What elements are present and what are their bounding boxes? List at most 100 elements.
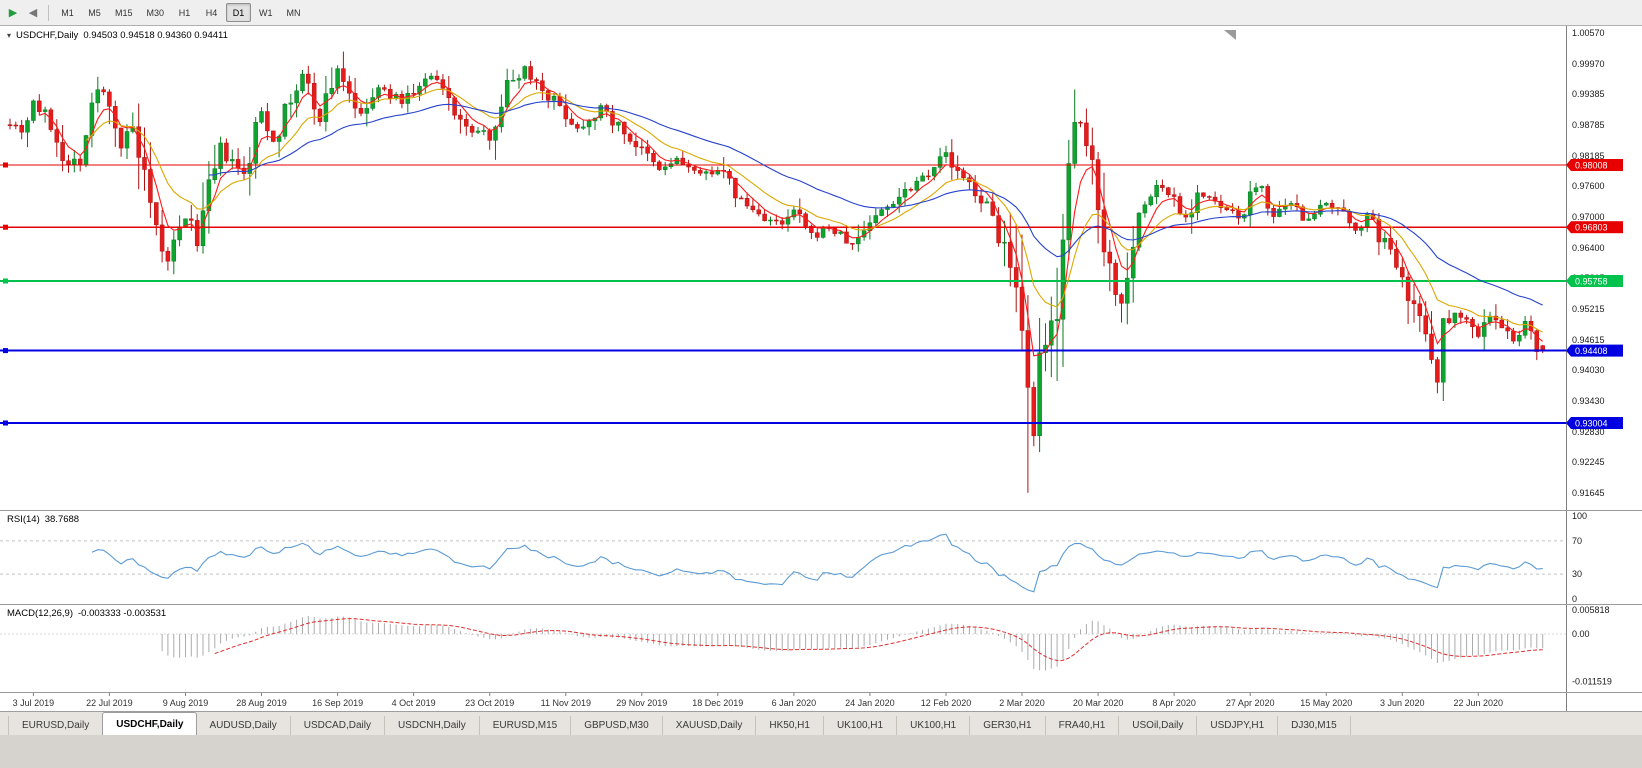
candle-body <box>873 215 879 224</box>
timeframes-toolbar: ▶ ◀ M1 M5 M15 M30 H1 H4 D1 W1 MN <box>0 0 1642 26</box>
chart-tab-hk50-h1[interactable]: HK50,H1 <box>756 716 824 735</box>
chart-tab-xauusd-daily[interactable]: XAUUSD,Daily <box>663 716 757 735</box>
price-chart-canvas[interactable]: 1.00570 0.99970 0.99385 0.98785 0.98185 0.976… <box>0 26 1642 510</box>
candle-body <box>756 209 762 215</box>
svg-text:0.93004: 0.93004 <box>1575 419 1608 429</box>
chart-shift-icon[interactable]: ◀ <box>28 7 38 19</box>
macd-canvas[interactable]: 0.005818 0.00 -0.011519 <box>0 605 1642 692</box>
candle-body <box>224 142 229 162</box>
chart-tab-ger30-h1[interactable]: GER30,H1 <box>970 716 1046 735</box>
date-axis-label: 2 Mar 2020 <box>999 698 1045 708</box>
candle-body <box>1534 330 1540 352</box>
date-axis-panel: 3 Jul 2019 22 Jul 2019 9 Aug 2019 28 Aug 20… <box>0 692 1642 711</box>
horizontal-level-line[interactable] <box>0 278 1566 284</box>
candle-body <box>879 209 884 216</box>
date-axis-label: 9 Aug 2019 <box>163 698 209 708</box>
chart-tab-eurusd-m15[interactable]: EURUSD,M15 <box>480 716 572 735</box>
chart-tab-usdjpy-h1[interactable]: USDJPY,H1 <box>1197 716 1279 735</box>
chart-tab-audusd-daily[interactable]: AUDUSD,Daily <box>196 716 291 735</box>
candle-body <box>1119 294 1124 304</box>
rsi-canvas[interactable]: 100 70 30 0 <box>0 511 1642 604</box>
candle-body <box>1218 200 1224 208</box>
candle-body <box>171 239 177 262</box>
candle-body <box>1388 238 1393 250</box>
candle-body <box>323 93 329 122</box>
candle-body <box>1364 214 1370 228</box>
price-axis-tick: 0.92245 <box>1572 457 1605 467</box>
candle-body <box>815 232 820 238</box>
candle-body <box>1324 203 1329 206</box>
timeframe-button-m1[interactable]: M1 <box>61 7 74 18</box>
timeframe-button-mn[interactable]: MN <box>286 7 301 18</box>
date-axis-label: 12 Feb 2020 <box>921 698 972 708</box>
candle-body <box>1452 312 1458 323</box>
candle-body <box>914 180 920 191</box>
timeframe-button-m5[interactable]: M5 <box>88 7 101 18</box>
candle-body <box>1078 122 1083 124</box>
candle-body <box>317 108 323 122</box>
timeframe-button-d1[interactable]: D1 <box>226 3 252 22</box>
candle-body <box>850 243 855 245</box>
candle-body <box>1054 319 1060 322</box>
chart-tab-dj30-m15[interactable]: DJ30,M15 <box>1278 716 1351 735</box>
date-axis-label: 8 Apr 2020 <box>1152 698 1196 708</box>
candle-body <box>165 250 171 262</box>
macd-indicator-panel[interactable]: 0.005818 0.00 -0.011519 MACD(12,26,9) -0.0… <box>0 604 1642 692</box>
candle-body <box>25 120 30 133</box>
horizontal-level-line[interactable] <box>0 348 1566 354</box>
candle-body <box>458 114 463 120</box>
chart-tab-usdcnh-daily[interactable]: USDCNH,Daily <box>385 716 480 735</box>
candle-body <box>1189 212 1194 218</box>
macd-axis-tick: 0.005818 <box>1572 605 1610 615</box>
timeframe-button-m15[interactable]: M15 <box>115 7 133 18</box>
candle-body <box>235 159 241 169</box>
date-axis-label: 16 Sep 2019 <box>312 698 363 708</box>
date-axis-label: 6 Jan 2020 <box>772 698 817 708</box>
candle-body <box>493 126 498 141</box>
chart-tab-fra40-h1[interactable]: FRA40,H1 <box>1046 716 1120 735</box>
timeframe-button-m30[interactable]: M30 <box>146 7 165 18</box>
candle-body <box>744 198 750 207</box>
candle-body <box>77 158 83 166</box>
candle-body <box>72 158 77 165</box>
chart-tab-gbpusd-m30[interactable]: GBPUSD,M30 <box>571 716 663 735</box>
price-axis-tick: 0.95215 <box>1572 304 1605 314</box>
horizontal-level-line[interactable] <box>0 420 1566 426</box>
candle-body <box>896 196 902 205</box>
horizontal-level-line[interactable] <box>0 224 1566 230</box>
chart-tab-usdcad-daily[interactable]: USDCAD,Daily <box>291 716 385 735</box>
price-chart-panel[interactable]: 1.00570 0.99970 0.99385 0.98785 0.98185 0.976… <box>0 26 1642 510</box>
price-level-badge: 0.98008 <box>1566 159 1623 171</box>
chart-tab-uk100-h1[interactable]: UK100,H1 <box>897 716 971 735</box>
auto-scroll-icon[interactable]: ▶ <box>8 7 18 19</box>
chart-shift-marker[interactable] <box>1224 30 1236 40</box>
candle-body <box>1458 312 1464 318</box>
timeframe-button-h4[interactable]: H4 <box>205 7 218 18</box>
candle-body <box>37 100 42 112</box>
candle-body <box>1066 163 1072 241</box>
price-axis-tick: 0.91645 <box>1572 488 1605 498</box>
svg-text:0.96803: 0.96803 <box>1575 223 1608 233</box>
candle-body <box>259 111 264 123</box>
candle-body <box>118 127 124 149</box>
price-axis-tick: 0.96400 <box>1572 243 1605 253</box>
candle-body <box>95 89 101 104</box>
chart-tab-eurusd-daily[interactable]: EURUSD,Daily <box>8 716 104 735</box>
chart-tab-usdchf-daily[interactable]: USDCHF,Daily <box>102 712 198 735</box>
candle-body <box>996 215 1001 244</box>
rsi-indicator-panel[interactable]: 100 70 30 0 RSI(14) 38.7688 <box>0 510 1642 604</box>
horizontal-level-line[interactable] <box>0 162 1566 168</box>
candle-body <box>1253 187 1259 192</box>
candle-body <box>709 171 715 175</box>
candle-body <box>545 90 551 101</box>
candle-body <box>1090 145 1095 160</box>
candle-body <box>622 121 627 135</box>
chart-tab-uk100-h1[interactable]: UK100,H1 <box>824 716 898 735</box>
candle-body <box>13 124 19 127</box>
timeframe-button-h1[interactable]: H1 <box>178 7 191 18</box>
candle-body <box>423 78 428 87</box>
price-level-badge: 0.96803 <box>1566 221 1623 234</box>
candle-body <box>1084 122 1089 146</box>
timeframe-button-w1[interactable]: W1 <box>259 7 273 18</box>
chart-tab-usoil-daily[interactable]: USOil,Daily <box>1119 716 1198 735</box>
